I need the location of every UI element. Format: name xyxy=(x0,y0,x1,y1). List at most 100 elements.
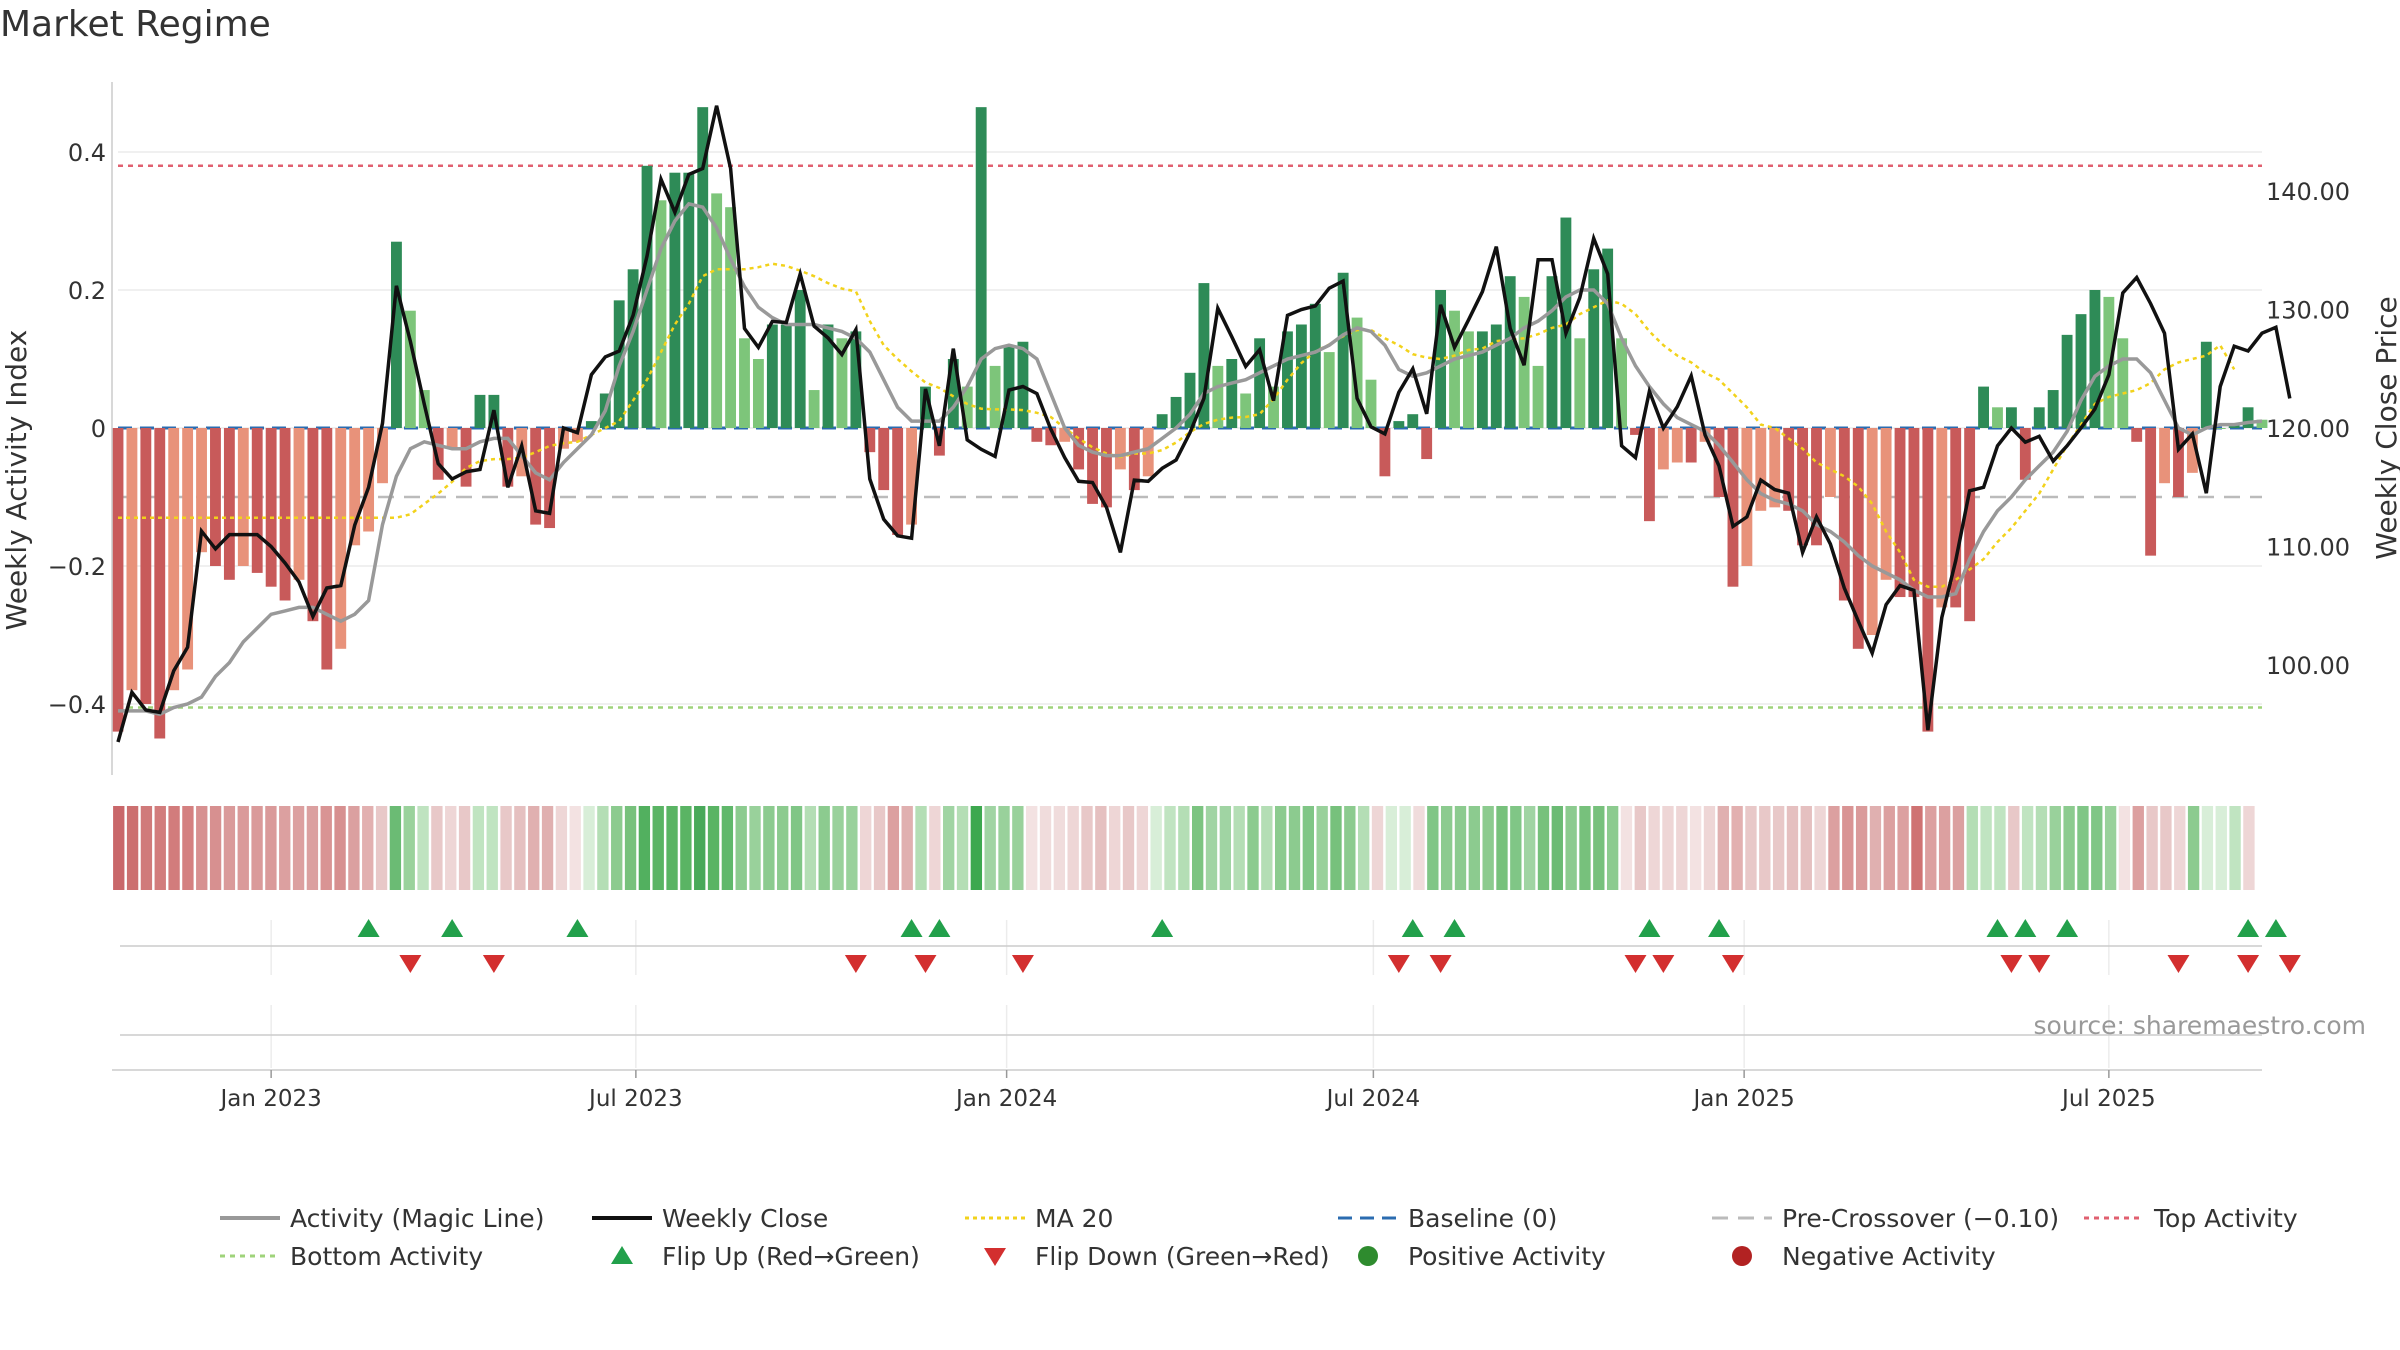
activity-bar xyxy=(947,359,959,428)
regime-strip-cell xyxy=(1081,806,1093,890)
activity-bar xyxy=(474,394,486,428)
flip-down-marker xyxy=(1011,955,1034,973)
legend-key-close xyxy=(592,1216,652,1220)
regime-strip-cell xyxy=(555,806,568,890)
activity-bar xyxy=(2242,407,2254,428)
activity-bar xyxy=(780,324,792,428)
regime-strip-cell xyxy=(1440,806,1453,890)
legend-label: Top Activity xyxy=(2154,1203,2298,1233)
y-left-tick-label: 0.4 xyxy=(68,139,106,167)
regime-strip-cell xyxy=(154,806,166,890)
regime-strip-cell xyxy=(1634,806,1646,890)
y-right-tick-label: 110.00 xyxy=(2266,534,2350,562)
activity-bar xyxy=(210,428,221,566)
activity-bar xyxy=(1449,310,1460,428)
legend-key-baseline xyxy=(1338,1216,1398,1220)
regime-strip-cell xyxy=(1039,806,1052,890)
regime-strip-cell xyxy=(2201,806,2214,890)
regime-strip-cell xyxy=(1828,806,1840,890)
activity-bar xyxy=(1602,248,1614,428)
regime-strip-cell xyxy=(569,806,581,890)
regime-strip-cell xyxy=(1842,806,1854,890)
regime-strip-cell xyxy=(1164,806,1176,890)
flip-down-marker xyxy=(2237,955,2260,973)
activity-bar xyxy=(446,428,458,449)
regime-strip-cell xyxy=(1316,806,1328,890)
regime-strip-cell xyxy=(818,806,830,890)
activity-bar xyxy=(1379,428,1391,477)
regime-strip-cell xyxy=(832,806,844,890)
regime-strip-cell xyxy=(749,806,761,890)
flip-up-marker xyxy=(2237,919,2260,937)
ma20-line xyxy=(118,262,2236,588)
regime-strip-cell xyxy=(223,806,236,890)
y-right-tick-label: 120.00 xyxy=(2266,415,2350,443)
regime-strip-cell xyxy=(860,806,872,890)
regime-strip-cell xyxy=(1551,806,1563,890)
legend-key-pos xyxy=(1358,1246,1378,1266)
legend-label: Pre-Crossover (−0.10) xyxy=(1782,1203,2060,1233)
regime-strip-cell xyxy=(1357,806,1370,890)
y-right-tick-label: 100.00 xyxy=(2266,652,2350,680)
regime-strip-cell xyxy=(1966,806,1978,890)
activity-bar xyxy=(1643,428,1655,522)
regime-strip-cell xyxy=(1233,806,1245,890)
activity-bar xyxy=(1866,428,1878,635)
activity-bar xyxy=(1532,365,1544,428)
activity-bar xyxy=(892,428,904,535)
regime-strip-cell xyxy=(1897,806,1909,890)
regime-strip-cell xyxy=(403,806,415,890)
activity-bar xyxy=(349,428,361,546)
regime-strip-cell xyxy=(1579,806,1591,890)
activity-bar xyxy=(1894,428,1906,598)
regime-strip-cell xyxy=(1095,806,1107,890)
regime-strip-cell xyxy=(1136,806,1149,890)
regime-strip-cell xyxy=(804,806,817,890)
regime-strip-cell xyxy=(915,806,927,890)
activity-bar xyxy=(1560,217,1572,428)
activity-bar xyxy=(808,390,820,428)
flip-down-marker xyxy=(1387,955,1410,973)
regime-strip-cell xyxy=(417,806,429,890)
regime-strip-cell xyxy=(597,806,609,890)
axes: 0.4 0.2 0 −0.2 −0.4 140.00 130.00 120.00 110.00 1… xyxy=(48,82,2350,1112)
activity-bar xyxy=(864,428,876,453)
activity-bar xyxy=(1922,428,1934,732)
regime-strip-cell xyxy=(1938,806,1951,890)
activity-bar xyxy=(1351,317,1363,428)
activity-bar xyxy=(2131,428,2143,442)
regime-strip-cell xyxy=(265,806,277,890)
regime-strip-cell xyxy=(1620,806,1633,890)
gridlines xyxy=(118,151,2262,1068)
magic-line xyxy=(118,201,2263,717)
legend-key-flipup xyxy=(611,1246,633,1264)
activity-bar xyxy=(1031,428,1043,442)
legend-item-pre: Pre-Crossover (−0.10) xyxy=(1710,1200,2059,1236)
regime-strip-cell xyxy=(1703,806,1716,890)
activity-bar xyxy=(1685,428,1697,463)
legend-item-top: Top Activity xyxy=(2082,1200,2298,1236)
activity-bar xyxy=(1295,324,1307,428)
activity-bar xyxy=(766,324,778,428)
regime-strip-cell xyxy=(707,806,720,890)
activity-bar xyxy=(1226,359,1238,428)
activity-bar xyxy=(2186,428,2198,473)
regime-strip-cell xyxy=(1717,806,1729,890)
x-tick-label: Jan 2023 xyxy=(218,1086,321,1112)
y-left-tick-label: −0.4 xyxy=(48,691,106,719)
activity-bar xyxy=(1463,331,1474,428)
activity-bar xyxy=(2075,314,2087,428)
activity-bar xyxy=(1101,428,1112,508)
activity-bar xyxy=(1087,428,1098,504)
activity-bar xyxy=(1476,331,1488,428)
activity-bar xyxy=(1950,428,1962,608)
regime-strip-cell xyxy=(1662,806,1674,890)
regime-strip-cell xyxy=(1496,806,1508,890)
regime-strip-cell xyxy=(486,806,498,890)
activity-bar xyxy=(154,428,166,739)
activity-bar xyxy=(502,428,514,487)
activity-bar xyxy=(571,428,583,442)
activity-bar xyxy=(2117,338,2129,428)
activity-bar xyxy=(822,324,834,428)
